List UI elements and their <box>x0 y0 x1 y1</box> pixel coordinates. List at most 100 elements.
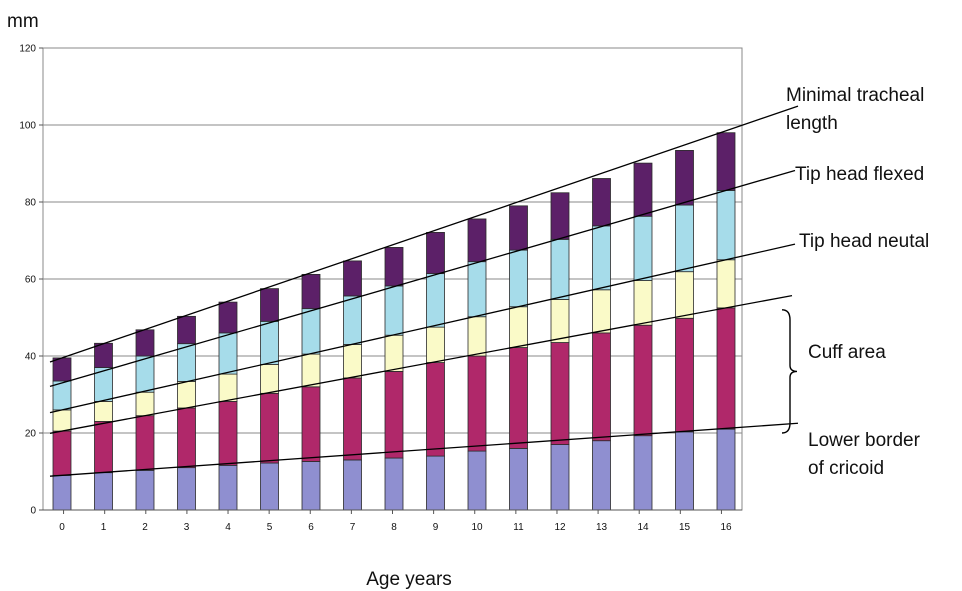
x-tick-label: 13 <box>596 522 608 533</box>
bar-segment <box>135 329 155 357</box>
bar-segment <box>716 428 736 511</box>
bar-segment <box>177 467 196 511</box>
bar-segment <box>509 447 528 511</box>
trend-line <box>49 294 793 434</box>
annotation-labels: Minimal tracheal length Tip head flexed Tip… <box>786 85 929 479</box>
bar-segment <box>260 288 279 322</box>
bar-segment <box>260 364 279 394</box>
bar-segment <box>675 271 694 319</box>
bar-segment <box>135 469 155 511</box>
x-tick-label: 7 <box>350 522 356 533</box>
bar-segment <box>52 474 72 511</box>
trend-line <box>49 422 799 477</box>
x-tick-label: 6 <box>308 522 314 533</box>
y-tick-label: 120 <box>19 44 36 55</box>
bar-segment <box>384 285 404 336</box>
bar-segment <box>550 238 570 300</box>
bar-segment <box>509 347 528 449</box>
bar-segment <box>301 386 321 462</box>
bar-segment <box>177 381 196 409</box>
bar-segment <box>509 249 528 308</box>
bar-segment <box>467 450 487 511</box>
x-tick-label: 8 <box>391 522 397 533</box>
label-tip-head-neutal: Tip head neutal <box>799 231 929 252</box>
bar-segment <box>592 178 611 227</box>
bar-segment <box>218 401 238 466</box>
bar-segment <box>550 342 570 445</box>
bar-segment <box>218 301 238 334</box>
bar-segment <box>94 472 113 511</box>
bar-segment <box>343 295 362 345</box>
bar-segment <box>218 373 238 402</box>
bar-segment <box>260 392 279 464</box>
bar-segment <box>218 332 238 375</box>
y-tick-label: 60 <box>25 275 37 286</box>
x-tick-label: 5 <box>267 522 273 533</box>
y-tick-label: 0 <box>30 506 36 517</box>
bar-segment <box>550 192 570 240</box>
bar-segment <box>675 204 694 273</box>
bar-segment <box>301 353 321 388</box>
bar-segment <box>592 440 611 511</box>
bar-segment <box>301 461 321 511</box>
x-tick-label: 14 <box>637 522 649 533</box>
bar-segment <box>260 320 279 365</box>
bar-segment <box>509 306 528 348</box>
x-tick-label: 4 <box>225 522 231 533</box>
bar-segment <box>426 455 445 511</box>
bar-segment <box>716 132 736 191</box>
bar-segment <box>592 225 611 291</box>
label-minimal-tracheal: Minimal tracheal <box>786 85 924 106</box>
label-cuff-area: Cuff area <box>808 342 886 363</box>
bar-segment <box>135 355 155 393</box>
x-tick-label: 15 <box>679 522 691 533</box>
x-tick-label: 2 <box>142 522 148 533</box>
x-tick-label: 9 <box>433 522 439 533</box>
x-axis-ticks: 0 1 2 3 4 5 6 7 8 9 10 11 12 13 14 15 16 <box>43 509 742 533</box>
trend-line <box>49 105 799 363</box>
x-tick-label: 3 <box>184 522 190 533</box>
bar-segment <box>550 299 570 343</box>
bar-segment <box>716 307 736 430</box>
bar-segment <box>52 430 72 476</box>
trend-lines <box>49 105 799 477</box>
x-tick-label: 11 <box>513 522 524 533</box>
bar-segment <box>426 362 445 457</box>
bar-segment <box>260 462 279 511</box>
bar-segment <box>218 464 238 511</box>
bar-segment <box>467 316 487 357</box>
bar-segment <box>94 421 113 474</box>
bar-segment <box>633 215 653 281</box>
bar-segment <box>301 273 321 310</box>
bar-segment <box>592 332 611 442</box>
bar-segment <box>633 162 653 217</box>
bar-segment <box>675 431 694 511</box>
bar-segment <box>384 457 404 511</box>
y-tick-label: 80 <box>25 198 37 209</box>
x-tick-label: 1 <box>101 522 107 533</box>
x-tick-label: 12 <box>554 522 566 533</box>
bar-segment <box>509 205 528 251</box>
bar-segment <box>675 150 694 206</box>
bar-segment <box>426 232 445 275</box>
cuff-area-bracket <box>781 309 798 434</box>
bar-segment <box>384 334 404 372</box>
bar-segment <box>177 407 196 469</box>
label-lower-border: Lower border <box>808 430 921 451</box>
bar-segment <box>343 459 362 511</box>
bar-segment <box>592 289 611 334</box>
bar-segment <box>716 190 736 261</box>
bar-segment <box>467 218 487 263</box>
bar-segment <box>343 377 362 461</box>
bar-segment <box>716 259 736 309</box>
bar-segment <box>135 391 155 417</box>
bar-segment <box>633 324 653 437</box>
bar-segment <box>52 409 72 432</box>
x-tick-label: 10 <box>471 522 483 533</box>
label-tip-head-flexed: Tip head flexed <box>795 164 924 185</box>
bar-segment <box>633 280 653 326</box>
y-tick-label: 100 <box>19 121 36 132</box>
y-tick-label: 40 <box>25 352 37 363</box>
bar-segment <box>177 315 196 345</box>
